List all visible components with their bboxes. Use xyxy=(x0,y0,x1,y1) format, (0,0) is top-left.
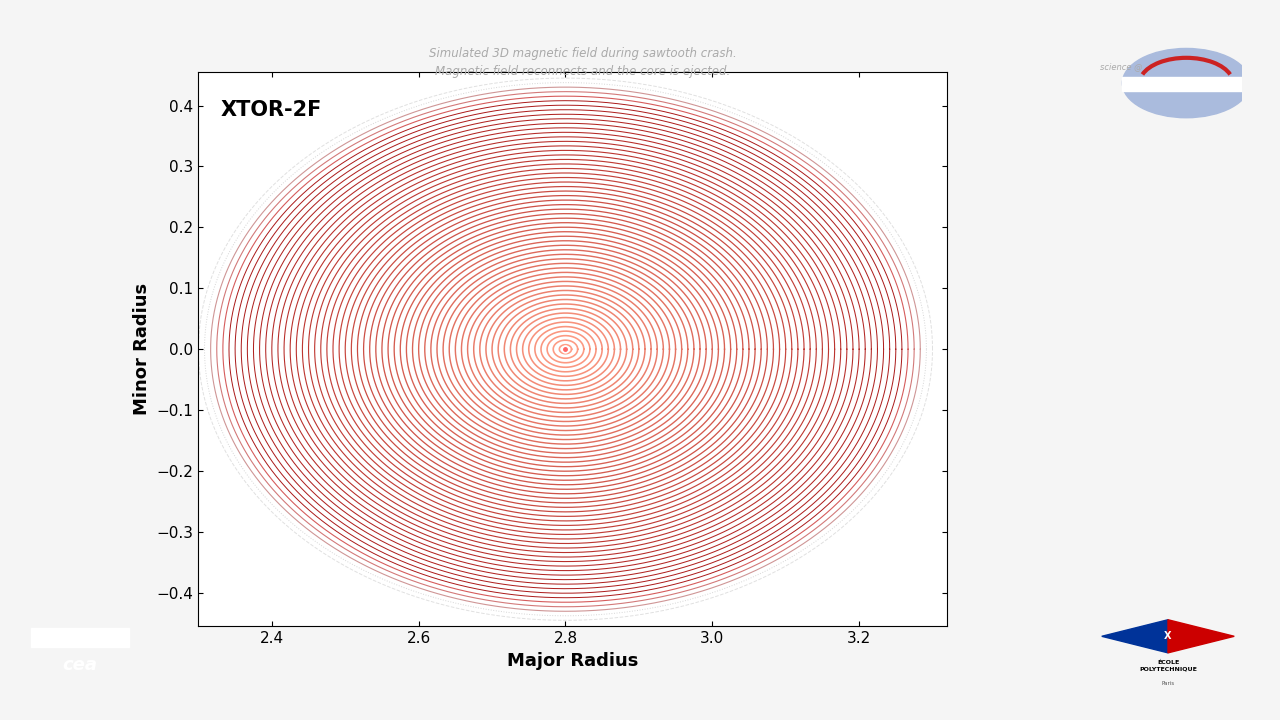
X-axis label: Major Radius: Major Radius xyxy=(507,652,639,670)
Text: Paris: Paris xyxy=(1161,681,1175,686)
Text: cea: cea xyxy=(63,656,97,674)
Polygon shape xyxy=(1102,620,1169,653)
Text: ÉCOLE
POLYTECHNIQUE: ÉCOLE POLYTECHNIQUE xyxy=(1139,660,1197,671)
Bar xyxy=(31,628,129,647)
Polygon shape xyxy=(1169,620,1234,653)
Text: XTOR-2F: XTOR-2F xyxy=(221,99,323,120)
Circle shape xyxy=(1123,48,1251,117)
Text: X: X xyxy=(1165,631,1171,642)
Text: Simulated 3D magnetic field during sawtooth crash.: Simulated 3D magnetic field during sawto… xyxy=(429,47,736,60)
Y-axis label: Minor Radius: Minor Radius xyxy=(133,283,151,415)
Text: NASA: NASA xyxy=(1167,78,1206,91)
Text: Magnetic field reconnects and the core is ejected.: Magnetic field reconnects and the core i… xyxy=(435,65,730,78)
Bar xyxy=(1123,78,1251,91)
Text: science @: science @ xyxy=(1100,62,1143,71)
